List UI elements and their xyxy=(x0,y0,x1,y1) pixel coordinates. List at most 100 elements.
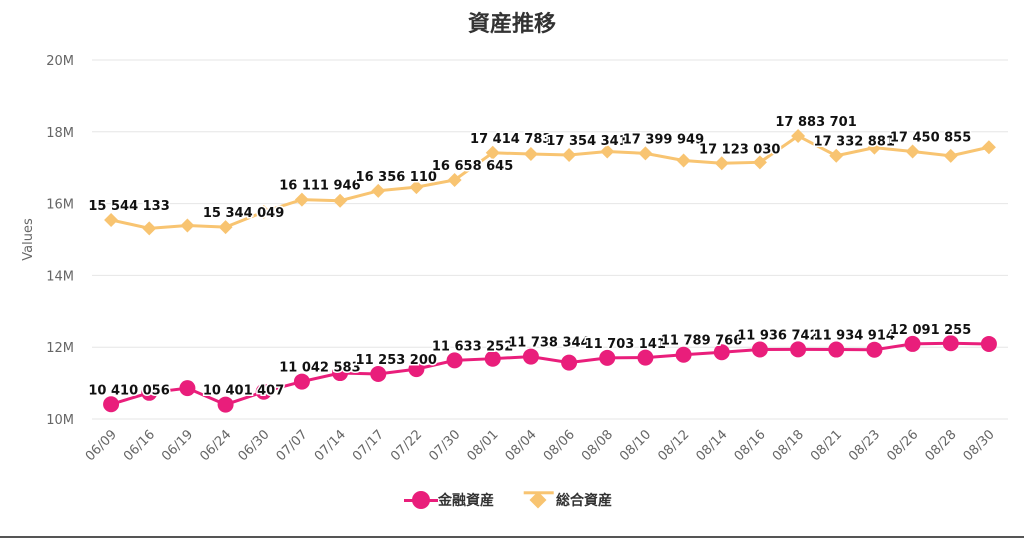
data-point xyxy=(293,373,310,390)
data-point xyxy=(904,335,921,352)
data-point xyxy=(638,146,653,161)
data-point xyxy=(980,335,997,352)
data-point xyxy=(141,384,158,401)
data-point xyxy=(561,354,578,371)
data-point xyxy=(600,144,615,159)
data-label: 12 091 255 xyxy=(890,323,971,338)
x-tick-label: 08/01 xyxy=(464,427,501,464)
data-point xyxy=(942,335,959,352)
x-tick-label: 06/19 xyxy=(159,427,196,464)
data-point xyxy=(523,147,538,162)
x-tick-label: 07/30 xyxy=(426,427,463,464)
data-point xyxy=(905,144,920,159)
y-tick-label: 10M xyxy=(46,413,74,428)
y-tick-label: 16M xyxy=(46,198,74,213)
data-label: 17 332 881 xyxy=(814,135,895,150)
data-point xyxy=(675,346,692,363)
x-tick-label: 08/28 xyxy=(922,427,959,464)
data-point xyxy=(599,349,616,366)
data-label: 11 738 344 xyxy=(508,336,589,351)
x-tick-label: 08/30 xyxy=(961,427,998,464)
data-label: 11 633 252 xyxy=(432,339,513,354)
x-tick-label: 07/07 xyxy=(274,427,311,464)
data-point xyxy=(866,341,883,358)
x-tick-label: 08/06 xyxy=(541,427,578,464)
x-tick-label: 06/16 xyxy=(121,427,158,464)
data-point xyxy=(828,341,845,358)
data-point xyxy=(409,180,424,195)
x-tick-label: 08/14 xyxy=(693,427,730,464)
data-point xyxy=(522,348,539,365)
legend-diamond-marker-icon xyxy=(529,491,547,509)
x-tick-label: 08/10 xyxy=(617,427,654,464)
data-point xyxy=(333,193,348,208)
data-label: 17 450 855 xyxy=(890,131,971,146)
legend-label-financial: 金融資産 xyxy=(438,493,494,509)
data-label: 11 042 583 xyxy=(279,361,360,376)
x-tick-label: 06/09 xyxy=(83,427,120,464)
data-label: 16 356 110 xyxy=(356,170,437,185)
data-point xyxy=(751,341,768,358)
data-point xyxy=(829,148,844,163)
data-label: 17 123 030 xyxy=(699,142,780,157)
x-tick-label: 07/22 xyxy=(388,427,425,464)
data-point xyxy=(637,349,654,366)
series-line xyxy=(110,134,990,230)
data-label: 17 414 783 xyxy=(470,132,551,147)
data-point xyxy=(256,204,271,219)
data-point xyxy=(714,156,729,171)
data-point xyxy=(484,350,501,367)
data-label: 17 354 341 xyxy=(546,134,627,149)
x-tick-label: 08/16 xyxy=(732,427,769,464)
data-point xyxy=(446,352,463,369)
data-label: 11 703 141 xyxy=(585,337,666,352)
y-axis-label: Values xyxy=(21,218,36,261)
data-label: 15 344 049 xyxy=(203,206,284,221)
data-point xyxy=(867,140,882,155)
data-point xyxy=(217,396,234,413)
data-point xyxy=(676,153,691,168)
data-label: 17 399 949 xyxy=(623,132,704,147)
data-label: 16 658 645 xyxy=(432,159,513,174)
data-point xyxy=(103,396,120,413)
x-tick-label: 08/21 xyxy=(808,427,845,464)
x-tick-label: 08/18 xyxy=(770,427,807,464)
data-label: 10 401 407 xyxy=(203,384,284,399)
x-tick-label: 08/12 xyxy=(655,427,692,464)
y-tick-label: 14M xyxy=(46,269,74,284)
data-label: 16 111 946 xyxy=(279,179,360,194)
x-tick-label: 08/08 xyxy=(579,427,616,464)
data-point xyxy=(371,183,386,198)
data-label: 11 253 200 xyxy=(356,353,437,368)
x-tick-label: 08/23 xyxy=(846,427,883,464)
data-point xyxy=(180,218,195,233)
data-point xyxy=(791,128,806,143)
legend-label-total: 総合資産 xyxy=(556,493,612,509)
y-tick-label: 20M xyxy=(46,54,74,69)
data-point xyxy=(752,155,767,170)
data-point xyxy=(943,148,958,163)
legend: 金融資産 総合資産 xyxy=(0,490,1024,510)
data-point xyxy=(370,366,387,383)
data-point xyxy=(713,344,730,361)
legend-item-total[interactable]: 総合資産 xyxy=(528,490,612,510)
x-tick-label: 07/17 xyxy=(350,427,387,464)
legend-item-financial[interactable]: 金融資産 xyxy=(404,490,494,510)
data-label: 15 544 133 xyxy=(88,199,169,214)
legend-circle-marker-icon xyxy=(404,491,438,509)
x-tick-label: 08/26 xyxy=(884,427,921,464)
x-tick-label: 06/30 xyxy=(235,427,272,464)
data-point xyxy=(179,380,196,397)
data-label: 11 789 766 xyxy=(661,334,742,349)
data-point xyxy=(562,147,577,162)
bottom-border xyxy=(0,536,1024,538)
x-tick-label: 08/04 xyxy=(503,427,540,464)
data-point xyxy=(790,341,807,358)
y-tick-label: 18M xyxy=(46,126,74,141)
data-point xyxy=(332,365,349,382)
chart-title: 資産推移 xyxy=(467,12,556,37)
